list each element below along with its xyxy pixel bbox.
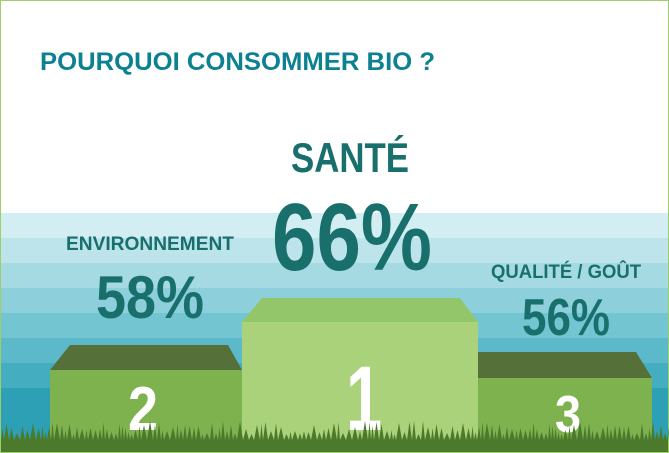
grass [1,421,669,452]
rank: 3 [555,386,581,444]
title: POURQUOI CONSOMMER BIO ? [40,48,435,76]
label: QUALITÉ / GOÛT [491,261,641,283]
percent: 58% [96,264,204,331]
podium-center [242,298,478,445]
label: ENVIRONNEMENT [66,234,234,255]
label: SANTÉ [291,134,409,181]
percent: 56% [522,289,610,347]
percent: 66% [272,184,432,291]
